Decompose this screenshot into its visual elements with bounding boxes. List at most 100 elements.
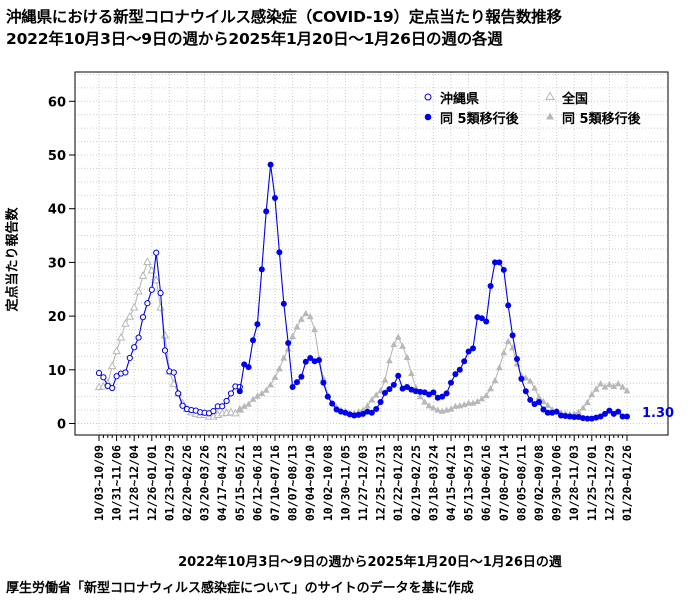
data-point bbox=[439, 393, 446, 400]
data-point bbox=[153, 249, 160, 256]
legend-okinawa-post5: 同 5類移行後 bbox=[440, 108, 519, 127]
data-point bbox=[254, 392, 261, 399]
legend-label-national-post5: 同 5類移行後 bbox=[562, 112, 641, 127]
data-point bbox=[134, 286, 143, 295]
data-point bbox=[522, 388, 529, 395]
x-tick-label: 11/27~12/03 bbox=[356, 445, 370, 521]
data-point bbox=[258, 389, 266, 397]
legend-symbol-okinawa bbox=[424, 93, 432, 101]
x-axis-label: 2022年10月3日～9日の週から2025年1月20日～1月26日の週 bbox=[178, 555, 562, 570]
data-point bbox=[161, 347, 169, 354]
x-tick-label: 10/03~10/09 bbox=[92, 445, 106, 521]
data-point bbox=[602, 410, 608, 417]
data-point bbox=[492, 259, 498, 266]
data-point bbox=[615, 408, 622, 415]
data-point bbox=[368, 409, 375, 416]
data-point bbox=[245, 400, 252, 407]
data-point bbox=[430, 389, 437, 396]
chart-title-line1: 沖縄県における新型コロナウイルス感染症（COVID-19）定点当たり報告数推移 bbox=[6, 8, 562, 26]
data-point bbox=[223, 397, 230, 405]
data-point bbox=[307, 354, 314, 361]
data-point bbox=[316, 357, 322, 364]
data-point bbox=[231, 408, 240, 417]
grid bbox=[75, 72, 668, 435]
data-point bbox=[606, 380, 613, 387]
data-point bbox=[372, 391, 380, 398]
data-point bbox=[116, 332, 126, 341]
data-point bbox=[125, 311, 135, 320]
data-point bbox=[527, 396, 534, 403]
x-tick-label: 09/30~10/06 bbox=[550, 445, 564, 521]
x-tick-label: 08/07~08/13 bbox=[286, 445, 300, 521]
data-point bbox=[399, 342, 406, 349]
data-point bbox=[236, 388, 243, 395]
data-point bbox=[254, 321, 261, 328]
data-point bbox=[624, 413, 630, 420]
y-axis-label: 定点当たり報告数 bbox=[5, 207, 21, 312]
data-point bbox=[157, 289, 164, 297]
data-point bbox=[131, 344, 138, 351]
x-tick-label: 08/05~08/11 bbox=[514, 445, 528, 521]
data-point bbox=[285, 339, 292, 346]
data-point bbox=[417, 388, 424, 395]
data-point bbox=[606, 407, 613, 414]
x-tick-label: 10/31~11/06 bbox=[110, 445, 124, 521]
data-point bbox=[491, 376, 499, 384]
data-point bbox=[623, 387, 631, 394]
data-point bbox=[351, 412, 358, 419]
data-point bbox=[408, 369, 415, 377]
data-point bbox=[470, 345, 476, 352]
data-point bbox=[272, 194, 278, 201]
data-point bbox=[280, 300, 287, 307]
data-point bbox=[544, 401, 552, 408]
data-point bbox=[390, 381, 397, 388]
x-tick-label: 11/28~12/04 bbox=[127, 445, 141, 521]
data-point bbox=[482, 391, 490, 399]
legend-okinawa: 沖縄県 bbox=[440, 88, 479, 107]
data-point bbox=[267, 161, 274, 168]
data-point bbox=[240, 402, 248, 409]
data-point bbox=[294, 379, 300, 386]
data-point bbox=[434, 406, 442, 413]
x-tick-label: 10/02~10/08 bbox=[321, 445, 335, 521]
data-point bbox=[126, 354, 133, 362]
data-point bbox=[236, 405, 244, 413]
data-point bbox=[311, 325, 318, 333]
data-point bbox=[584, 398, 591, 406]
legend: 沖縄県 同 5類移行後 全国 同 5類移行後 bbox=[412, 88, 662, 130]
data-point bbox=[395, 372, 402, 379]
data-point bbox=[456, 366, 463, 373]
data-point bbox=[592, 385, 600, 392]
data-point bbox=[588, 390, 596, 398]
x-tick-label: 10/30~11/05 bbox=[338, 445, 352, 521]
data-point bbox=[535, 393, 543, 400]
x-tick-label: 12/26~01/01 bbox=[145, 445, 159, 521]
data-point bbox=[320, 379, 327, 386]
data-point bbox=[122, 369, 129, 376]
data-point bbox=[245, 364, 252, 371]
data-point bbox=[566, 413, 573, 420]
data-point bbox=[579, 404, 587, 411]
data-point bbox=[610, 382, 618, 390]
data-point bbox=[601, 383, 609, 390]
data-point bbox=[170, 369, 177, 376]
data-point bbox=[460, 401, 468, 408]
data-point bbox=[139, 314, 147, 321]
data-point bbox=[597, 380, 604, 387]
data-point bbox=[179, 402, 186, 409]
data-point bbox=[129, 302, 139, 311]
chart-marks bbox=[94, 161, 631, 422]
data-point bbox=[394, 333, 402, 340]
data-point bbox=[553, 408, 560, 415]
y-tick-label: 50 bbox=[48, 149, 66, 164]
data-point bbox=[135, 334, 142, 341]
data-point bbox=[382, 389, 388, 396]
y-tick-label: 20 bbox=[48, 310, 66, 325]
data-point bbox=[614, 380, 622, 387]
data-point bbox=[169, 379, 179, 387]
data-point bbox=[619, 383, 626, 390]
data-point bbox=[381, 376, 389, 383]
data-point bbox=[478, 395, 486, 402]
data-point bbox=[536, 399, 542, 406]
x-tick-label: 05/15~05/21 bbox=[233, 445, 247, 521]
